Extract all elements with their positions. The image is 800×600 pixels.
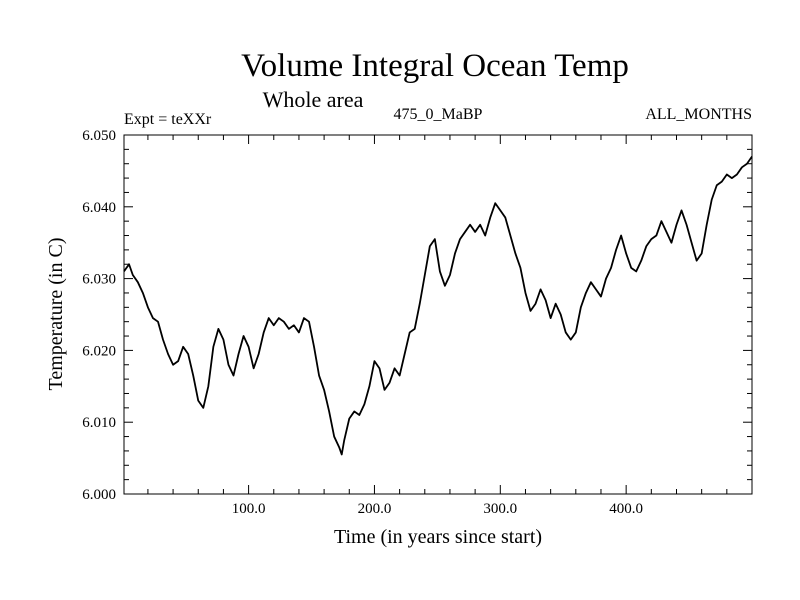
plot-frame bbox=[123, 134, 753, 495]
y-axis-title: Temperature (in C) bbox=[45, 238, 67, 391]
run-label: 475_0_MaBP bbox=[394, 106, 483, 123]
chart-subtitle: Whole area bbox=[263, 87, 364, 112]
x-tick-label: 300.0 bbox=[483, 501, 517, 517]
y-tick-label: 6.000 bbox=[82, 487, 116, 503]
expt-label: Expt = teXXr bbox=[124, 111, 212, 128]
y-tick-label: 6.040 bbox=[82, 200, 116, 216]
months-label: ALL_MONTHS bbox=[645, 106, 752, 123]
x-axis-tick-labels: 100.0 200.0 300.0 400.0 bbox=[232, 501, 643, 517]
x-tick-label: 400.0 bbox=[609, 501, 643, 517]
x-axis-ticks bbox=[147, 135, 728, 494]
chart-title: Volume Integral Ocean Temp bbox=[241, 48, 629, 84]
series-line-texxr bbox=[123, 156, 753, 456]
y-tick-label: 6.050 bbox=[82, 128, 116, 144]
x-tick-label: 100.0 bbox=[232, 501, 266, 517]
y-tick-label: 6.030 bbox=[82, 272, 116, 288]
y-tick-label: 6.010 bbox=[82, 415, 116, 431]
x-axis-title: Time (in years since start) bbox=[334, 526, 542, 548]
y-axis-tick-labels: 6.000 6.010 6.020 6.030 6.040 6.050 bbox=[82, 128, 116, 503]
y-axis-ticks bbox=[124, 148, 752, 481]
x-tick-label: 200.0 bbox=[358, 501, 392, 517]
y-tick-label: 6.020 bbox=[82, 343, 116, 359]
